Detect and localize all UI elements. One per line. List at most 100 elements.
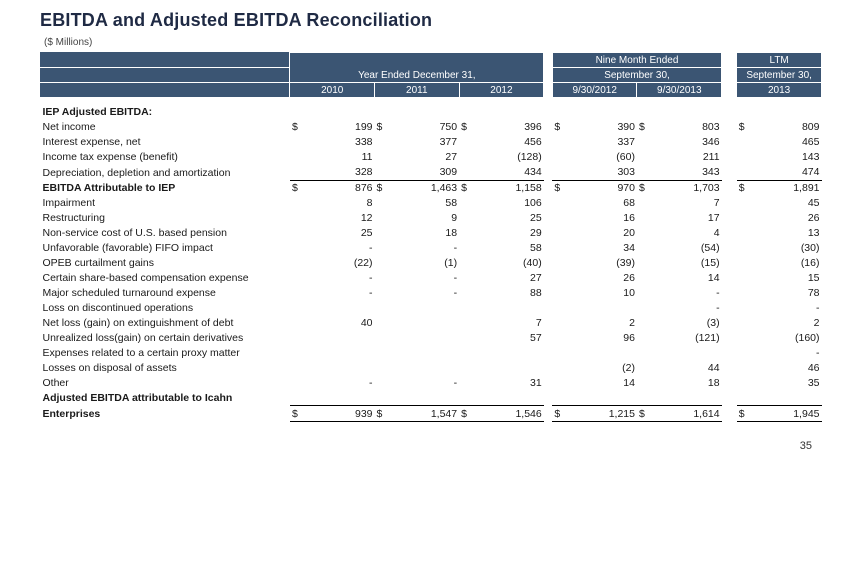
cell-value: 57 (474, 331, 543, 346)
currency-symbol (637, 196, 652, 211)
currency-symbol (737, 196, 752, 211)
cell-value: 25 (474, 211, 543, 226)
currency-symbol (637, 286, 652, 301)
table-row: Interest expense, net338377456337346465 (41, 135, 822, 150)
currency-symbol (290, 286, 305, 301)
row-label: Enterprises (41, 406, 290, 422)
currency-symbol (737, 286, 752, 301)
col-2011: 2011 (375, 83, 460, 98)
cell-value: 14 (568, 376, 637, 391)
cell-value: 4 (652, 226, 721, 241)
cell-value: 10 (568, 286, 637, 301)
table-row: Enterprises$939$1,547$1,546$1,215$1,614$… (41, 406, 822, 422)
cell-value: 27 (390, 150, 459, 165)
header-empty (41, 68, 290, 83)
cell-value: 7 (474, 316, 543, 331)
cell-value: (54) (652, 241, 721, 256)
cell-value: 18 (652, 376, 721, 391)
currency-symbol (459, 346, 474, 361)
cell-value (474, 346, 543, 361)
section-label: IEP Adjusted EBITDA: (41, 98, 290, 120)
table-row: EBITDA Attributable to IEP$876$1,463$1,1… (41, 180, 822, 196)
cell-value: 396 (474, 120, 543, 135)
currency-symbol (552, 316, 567, 331)
table-row: Depreciation, depletion and amortization… (41, 165, 822, 181)
currency-symbol (459, 331, 474, 346)
cell-value: 474 (752, 165, 822, 181)
currency-symbol (737, 271, 752, 286)
cell-value: 20 (568, 226, 637, 241)
cell-value: 16 (568, 211, 637, 226)
cell-value: (15) (652, 256, 721, 271)
currency-symbol: $ (552, 180, 567, 196)
currency-symbol (375, 135, 390, 150)
table-row: Expenses related to a certain proxy matt… (41, 346, 822, 361)
currency-symbol (637, 241, 652, 256)
currency-symbol (290, 361, 305, 376)
cell-value: 26 (752, 211, 822, 226)
row-label: Expenses related to a certain proxy matt… (41, 346, 290, 361)
cell-value: (39) (568, 256, 637, 271)
cell-value: - (390, 271, 459, 286)
currency-symbol (637, 316, 652, 331)
header-gap (544, 53, 553, 98)
cell-value: 338 (305, 135, 374, 150)
cell-value: 1,463 (390, 180, 459, 196)
cell-value: (121) (652, 331, 721, 346)
currency-symbol (637, 150, 652, 165)
cell-value: 2 (752, 316, 822, 331)
currency-symbol (375, 301, 390, 316)
currency-symbol (375, 361, 390, 376)
currency-symbol (375, 241, 390, 256)
currency-symbol (637, 331, 652, 346)
cell-value: 456 (474, 135, 543, 150)
cell-value: 343 (652, 165, 721, 181)
currency-symbol (459, 226, 474, 241)
cell-value: 346 (652, 135, 721, 150)
currency-symbol (552, 196, 567, 211)
header-row-groups: Year Ended December 31, Nine Month Ended… (41, 53, 822, 68)
currency-symbol: $ (290, 120, 305, 135)
currency-symbol (552, 256, 567, 271)
currency-symbol (290, 301, 305, 316)
cell-value: 106 (474, 196, 543, 211)
table-row: OPEB curtailment gains(22)(1)(40)(39)(15… (41, 256, 822, 271)
cell-value (305, 301, 374, 316)
currency-symbol (637, 211, 652, 226)
cell-value: - (390, 241, 459, 256)
currency-symbol (737, 316, 752, 331)
currency-symbol: $ (737, 120, 752, 135)
cell-value (390, 301, 459, 316)
cell-value: (40) (474, 256, 543, 271)
currency-symbol (459, 196, 474, 211)
cell-value: 31 (474, 376, 543, 391)
cell-value: 58 (474, 241, 543, 256)
cell-value: 13 (752, 226, 822, 241)
currency-symbol (290, 165, 305, 181)
cell-value: - (390, 376, 459, 391)
currency-symbol (637, 271, 652, 286)
cell-value (390, 316, 459, 331)
cell-value: 25 (305, 226, 374, 241)
table-row: Unrealized loss(gain) on certain derivat… (41, 331, 822, 346)
currency-symbol (552, 271, 567, 286)
header-group-ninemonth-2: September 30, (552, 68, 721, 83)
header-gap (722, 53, 737, 98)
cell-value: 1,614 (652, 406, 721, 422)
cell-value: 328 (305, 165, 374, 181)
currency-symbol (459, 376, 474, 391)
row-label: Net income (41, 120, 290, 135)
header-empty (41, 53, 290, 68)
cell-value: 12 (305, 211, 374, 226)
header-group-annual: Year Ended December 31, (290, 53, 544, 83)
table-row: Certain share-based compensation expense… (41, 271, 822, 286)
col-2012: 2012 (459, 83, 544, 98)
cell-value: 970 (568, 180, 637, 196)
page-number: 35 (40, 422, 822, 452)
currency-symbol (552, 301, 567, 316)
cell-value (390, 331, 459, 346)
table-row: Net loss (gain) on extinguishment of deb… (41, 316, 822, 331)
cell-value (305, 331, 374, 346)
currency-symbol (290, 226, 305, 241)
table-row: Unfavorable (favorable) FIFO impact--583… (41, 241, 822, 256)
